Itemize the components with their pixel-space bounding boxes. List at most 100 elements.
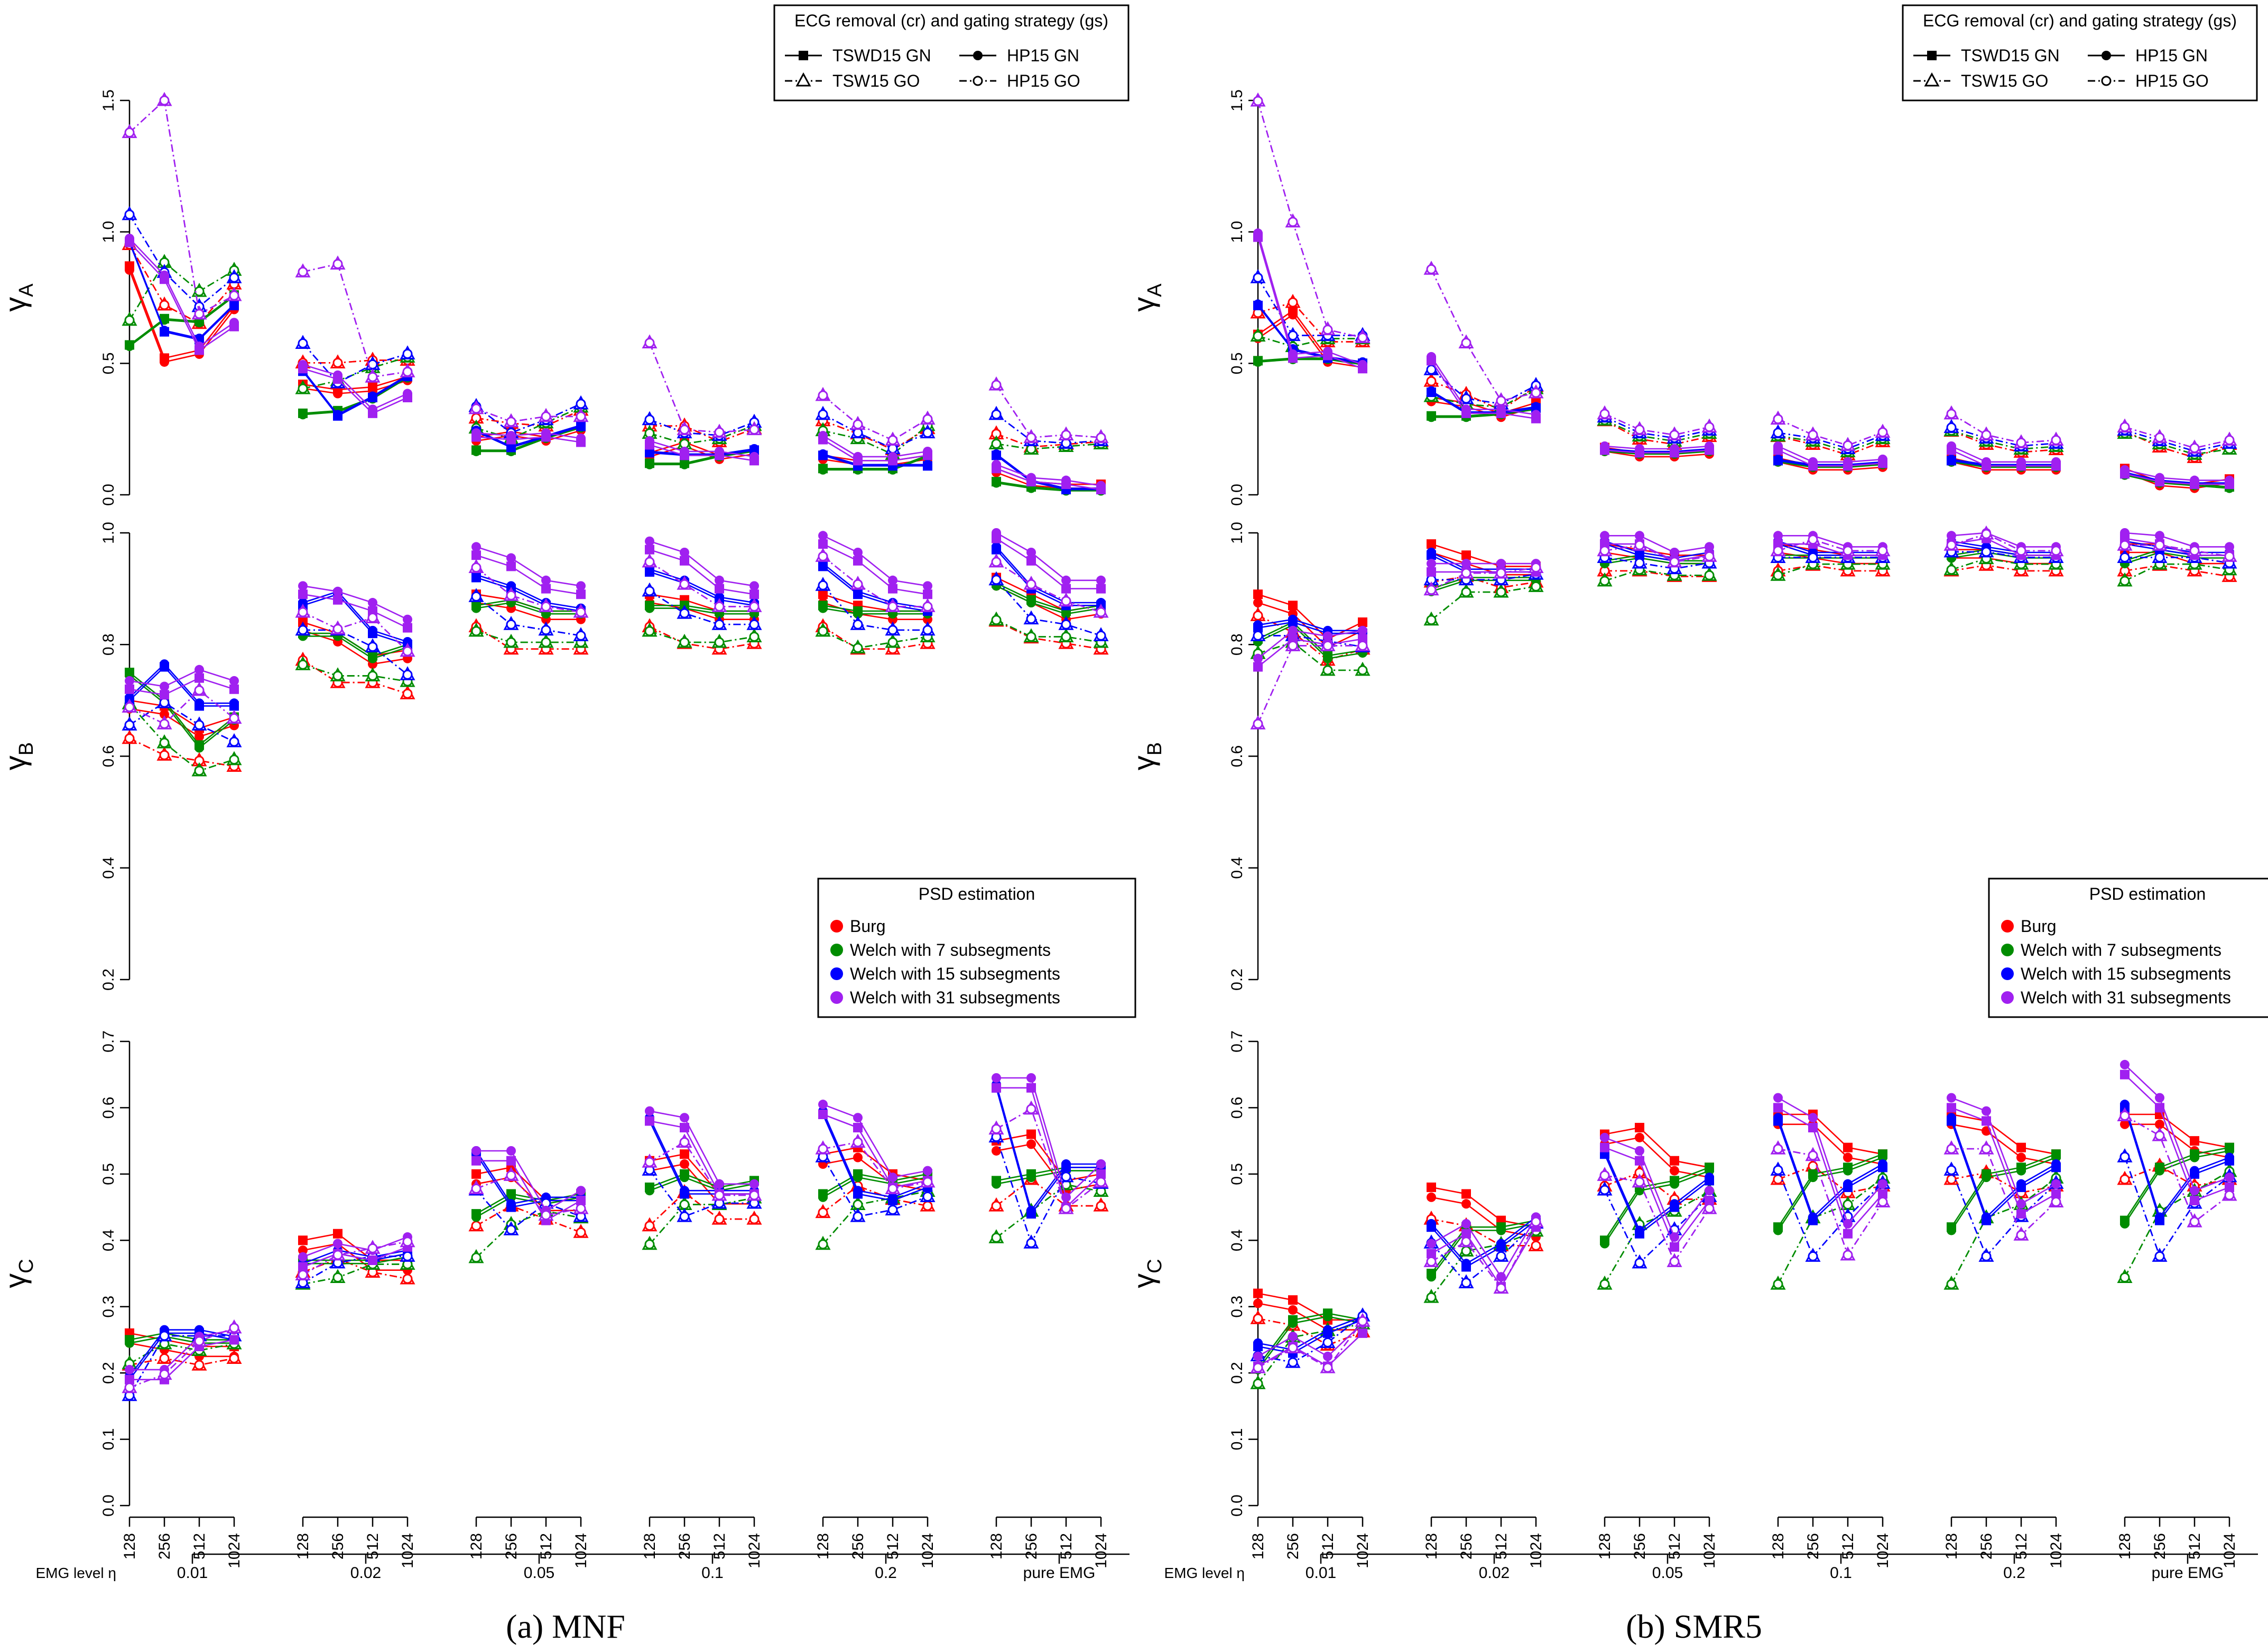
psd-legend-swatch (830, 920, 843, 933)
circle-marker (541, 575, 551, 585)
series-line (1777, 1169, 1883, 1258)
open-circle-marker (2119, 552, 2130, 562)
circle-marker (923, 581, 932, 591)
series-line (1431, 387, 1536, 408)
series-line (822, 394, 928, 441)
square-marker (576, 589, 586, 599)
square-marker (645, 1116, 654, 1126)
open-circle-marker (298, 659, 308, 670)
series-line (1778, 432, 1883, 449)
open-circle-marker (679, 1199, 690, 1210)
series-line (2124, 1115, 2230, 1223)
series-line (822, 394, 928, 441)
series-line (649, 590, 754, 625)
circle-marker (195, 698, 204, 708)
series-line (129, 1327, 235, 1388)
circle-marker (1600, 1132, 1609, 1142)
series-line (1604, 413, 1710, 436)
series-line (2124, 564, 2230, 577)
series-line (302, 368, 408, 414)
open-circle-marker (2016, 546, 2026, 556)
open-circle-marker (2051, 546, 2061, 556)
open-circle-marker (332, 259, 343, 269)
series-line (129, 663, 234, 704)
circle-marker (1982, 1173, 1991, 1183)
circle-marker (125, 693, 134, 703)
open-circle-marker (1426, 615, 1437, 625)
emg-level-label: pure EMG (2152, 1564, 2224, 1582)
series-line (822, 435, 928, 458)
square-marker (1461, 550, 1471, 560)
series-line (996, 620, 1101, 650)
series-line (1951, 413, 2057, 444)
series-line (2124, 426, 2230, 449)
square-marker (229, 684, 239, 694)
square-marker (2120, 1069, 2130, 1079)
series-line (822, 566, 928, 612)
series-line (2124, 563, 2230, 582)
circle-marker (1026, 1205, 1036, 1215)
circle-marker (2016, 1166, 2026, 1176)
series-line (996, 413, 1101, 444)
circle-marker (1253, 228, 1263, 238)
circle-marker (298, 1252, 308, 1262)
open-circle-marker (679, 608, 690, 619)
circle-marker (1531, 402, 1541, 412)
circle-marker (1705, 542, 1714, 552)
y-tick-label: 0.8 (1228, 633, 1246, 656)
y-tick-label: 0.5 (1228, 352, 1246, 374)
series-line (129, 699, 235, 730)
series-line (996, 1108, 1101, 1210)
open-circle-marker (159, 1353, 170, 1364)
open-circle-marker (644, 1239, 655, 1250)
circle-marker (1096, 481, 1106, 491)
psd-legend-swatch (2001, 944, 2014, 956)
open-circle-marker (1322, 665, 1333, 676)
circle-marker (1496, 1225, 1506, 1235)
open-circle-marker (1981, 430, 1992, 440)
circle-marker (1026, 473, 1036, 483)
circle-marker (2016, 1152, 2026, 1162)
y-tick-label: 0.0 (1228, 484, 1246, 506)
open-circle-marker (1426, 264, 1437, 274)
square-marker (1635, 1123, 1644, 1133)
series-line (2124, 1147, 2230, 1221)
circle-marker (818, 1100, 828, 1110)
series-line (1950, 1177, 2057, 1285)
circle-marker (853, 1173, 863, 1183)
open-circle-marker (1981, 529, 1992, 539)
series-line (1951, 430, 2057, 450)
open-circle-marker (194, 1360, 205, 1370)
open-circle-marker (229, 290, 239, 301)
open-circle-marker (1946, 1143, 1957, 1154)
legends-layer: ECG removal (cr) and gating strategy (gs… (773, 4, 2268, 1018)
open-circle-marker (2119, 1110, 2130, 1121)
series-line (649, 1197, 755, 1245)
open-circle-marker (2101, 76, 2112, 86)
x-tick-label: 256 (1458, 1533, 1475, 1559)
square-marker (1947, 1103, 1956, 1113)
open-circle-marker (1026, 579, 1036, 589)
y-tick-label: 1.0 (1228, 221, 1246, 243)
series-line (1605, 535, 1710, 553)
open-circle-marker (229, 713, 239, 724)
open-circle-marker (644, 1157, 655, 1167)
circle-marker (2051, 1159, 2061, 1169)
series-line (1604, 1147, 1710, 1249)
series-line (128, 1335, 234, 1396)
circle-marker (1061, 609, 1071, 619)
open-circle-marker (471, 562, 482, 573)
series-line (1257, 1319, 1363, 1354)
square-marker (403, 623, 412, 633)
circle-marker (1635, 1146, 1644, 1156)
circle-marker (1288, 1318, 1298, 1328)
series-line (822, 453, 928, 466)
circle-marker (853, 1186, 863, 1196)
y-tick-label: 0.4 (1228, 857, 1246, 879)
series-line (302, 343, 408, 384)
open-circle-marker (1426, 1256, 1437, 1267)
series-line (1431, 1216, 1537, 1278)
series-line (1604, 540, 1710, 559)
open-circle-marker (644, 586, 655, 596)
circle-marker (992, 1179, 1001, 1189)
